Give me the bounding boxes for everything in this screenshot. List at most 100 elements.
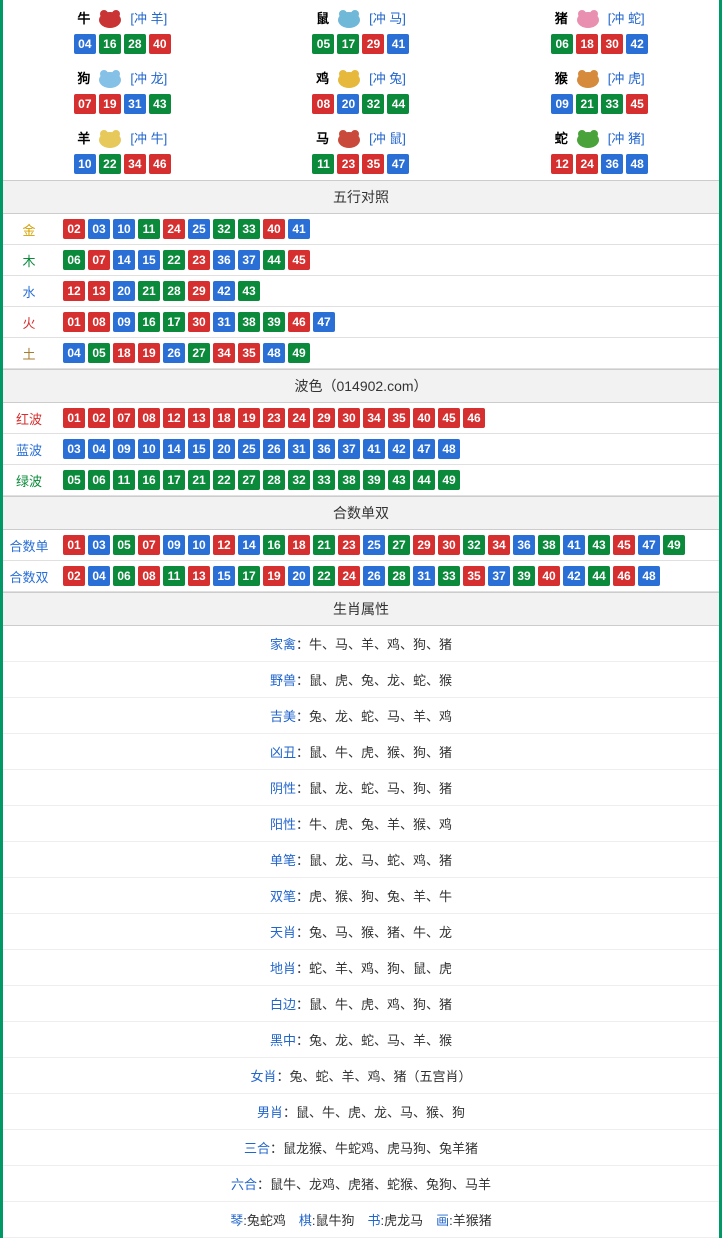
zodiac-name: 猴 [555,68,568,87]
section-header-bose: 波色（014902.com） [3,369,719,403]
attribute-row: 双笔：虎、猴、狗、兔、羊、牛 [3,878,719,914]
number-ball: 04 [63,343,85,363]
table-row: 绿波05061116172122272832333839434449 [3,465,719,496]
number-ball: 20 [337,94,359,114]
attribute-value: ：鼠、龙、蛇、马、狗、猪 [296,781,452,796]
number-ball: 48 [438,439,460,459]
row-label: 木 [3,251,55,270]
number-ball: 06 [551,34,573,54]
zodiac-icon [570,64,606,90]
attribute-value: ：牛、马、羊、鸡、狗、猪 [296,637,452,652]
number-ball: 12 [213,535,235,555]
number-ball: 40 [538,566,560,586]
attribute-value: ：兔、龙、蛇、马、羊、猴 [296,1033,452,1048]
zodiac-conflict: [冲 羊] [130,8,167,27]
number-ball: 01 [63,312,85,332]
zodiac-icon [331,124,367,150]
table-row: 土04051819262734354849 [3,338,719,369]
number-ball: 27 [188,343,210,363]
attribute-label: 三合 [244,1141,270,1156]
attribute-label: 男肖 [257,1105,283,1120]
attribute-value: ：蛇、羊、鸡、狗、鼠、虎 [296,961,452,976]
number-ball: 28 [163,281,185,301]
number-ball: 09 [113,312,135,332]
number-ball: 17 [238,566,260,586]
number-ball: 27 [388,535,410,555]
number-ball: 04 [74,34,96,54]
number-ball: 28 [263,470,285,490]
attribute-label: 双笔 [270,889,296,904]
attribute-label: 阴性 [270,781,296,796]
number-ball: 07 [88,250,110,270]
number-ball: 45 [438,408,460,428]
zodiac-cell: 狗[冲 龙]07193143 [3,60,242,120]
number-ball: 43 [149,94,171,114]
number-ball: 02 [63,566,85,586]
number-ball: 33 [438,566,460,586]
number-ball: 49 [288,343,310,363]
section-header-heshu: 合数单双 [3,496,719,530]
footer-key: 书 [368,1213,381,1228]
number-ball: 21 [576,94,598,114]
footer-key: 琴 [230,1213,243,1228]
number-ball: 17 [163,470,185,490]
number-ball: 42 [213,281,235,301]
number-ball: 37 [488,566,510,586]
number-ball: 44 [387,94,409,114]
number-ball: 14 [163,439,185,459]
number-ball: 11 [113,470,135,490]
attribute-list: 家禽：牛、马、羊、鸡、狗、猪野兽：鼠、虎、兔、龙、蛇、猴吉美：兔、龙、蛇、马、羊… [3,626,719,1202]
attribute-row: 三合：鼠龙猴、牛蛇鸡、虎马狗、兔羊猪 [3,1130,719,1166]
footer-row: 琴:兔蛇鸡 棋:鼠牛狗 书:虎龙马 画:羊猴猪 [3,1202,719,1238]
table-row: 火0108091617303138394647 [3,307,719,338]
attribute-row: 黑中：兔、龙、蛇、马、羊、猴 [3,1022,719,1058]
attribute-label: 家禽 [270,637,296,652]
row-balls: 0108091617303138394647 [55,312,335,332]
zodiac-icon [92,124,128,150]
attribute-value: ：鼠牛、龙鸡、虎猪、蛇猴、兔狗、马羊 [257,1177,491,1192]
row-balls: 04051819262734354849 [55,343,310,363]
number-ball: 35 [463,566,485,586]
number-ball: 40 [149,34,171,54]
number-ball: 15 [188,439,210,459]
number-ball: 28 [124,34,146,54]
number-ball: 08 [88,312,110,332]
number-ball: 05 [63,470,85,490]
row-label: 蓝波 [3,440,55,459]
table-row: 金02031011242532334041 [3,214,719,245]
number-ball: 26 [363,566,385,586]
zodiac-balls: 06183042 [480,34,719,54]
number-ball: 13 [188,408,210,428]
attribute-row: 六合：鼠牛、龙鸡、虎猪、蛇猴、兔狗、马羊 [3,1166,719,1202]
number-ball: 36 [601,154,623,174]
number-ball: 32 [463,535,485,555]
attribute-label: 黑中 [270,1033,296,1048]
attribute-label: 地肖 [270,961,296,976]
number-ball: 08 [138,408,160,428]
zodiac-cell: 鸡[冲 兔]08203244 [242,60,481,120]
zodiac-conflict: [冲 猪] [608,128,645,147]
number-ball: 19 [238,408,260,428]
number-ball: 03 [88,219,110,239]
number-ball: 25 [188,219,210,239]
number-ball: 01 [63,408,85,428]
row-balls: 0103050709101214161821232527293032343638… [55,535,685,555]
number-ball: 38 [338,470,360,490]
attribute-label: 天肖 [270,925,296,940]
attribute-value: ：虎、猴、狗、兔、羊、牛 [296,889,452,904]
number-ball: 34 [363,408,385,428]
section-header-shengxiao: 生肖属性 [3,592,719,626]
attribute-value: ：鼠、牛、虎、猴、狗、猪 [296,745,452,760]
attribute-row: 阴性：鼠、龙、蛇、马、狗、猪 [3,770,719,806]
table-row: 红波0102070812131819232429303435404546 [3,403,719,434]
attribute-row: 凶丑：鼠、牛、虎、猴、狗、猪 [3,734,719,770]
number-ball: 02 [63,219,85,239]
number-ball: 20 [288,566,310,586]
number-ball: 24 [338,566,360,586]
attribute-row: 地肖：蛇、羊、鸡、狗、鼠、虎 [3,950,719,986]
number-ball: 17 [337,34,359,54]
number-ball: 48 [626,154,648,174]
number-ball: 36 [213,250,235,270]
number-ball: 22 [313,566,335,586]
row-label: 合数单 [3,536,55,555]
